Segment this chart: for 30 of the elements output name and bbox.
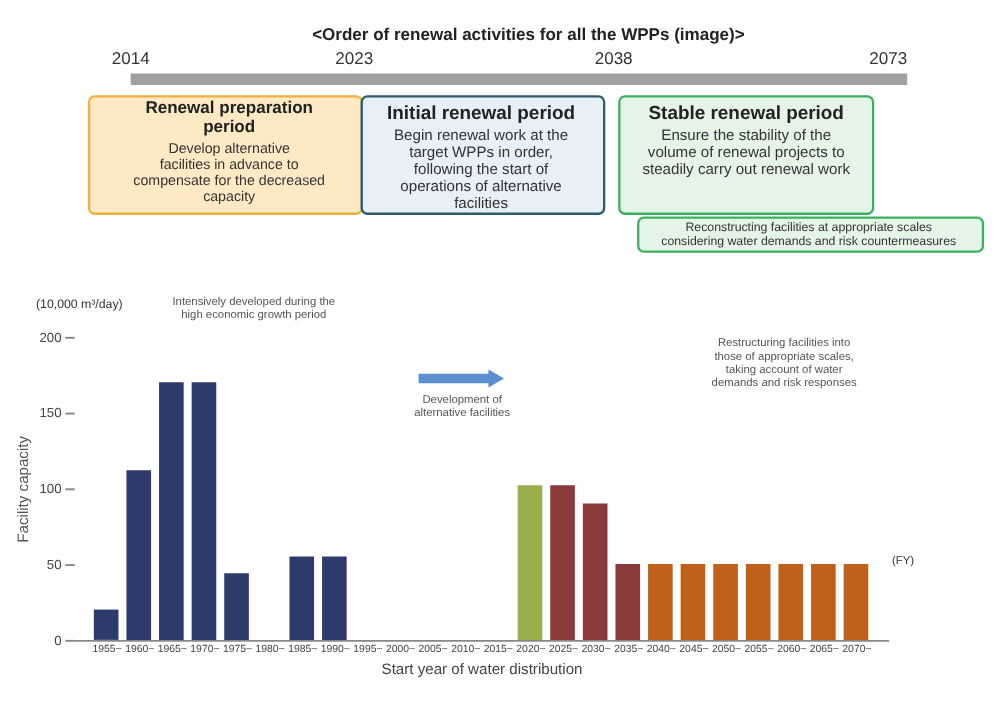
- bar: [550, 485, 575, 640]
- text: <Order of renewal activities for all the WPPs (image)>: [312, 23, 745, 44]
- bar: [191, 382, 217, 640]
- bar: [615, 564, 641, 640]
- y-axis-title: Facility capacity: [14, 435, 33, 543]
- bar: [843, 564, 869, 640]
- text: 2014: [111, 48, 151, 69]
- bar: [582, 503, 608, 640]
- text: 2073: [869, 48, 908, 69]
- bar: [322, 556, 347, 640]
- x-axis-title: Start year of water distribution: [381, 659, 583, 678]
- bar: [289, 556, 315, 640]
- text: Renewal preparation period: [145, 97, 313, 137]
- bar: [778, 564, 804, 640]
- bar: [159, 382, 184, 640]
- bar: [811, 564, 836, 640]
- text: 2038: [594, 48, 634, 69]
- bar: [745, 564, 771, 640]
- bar: [713, 564, 738, 640]
- bar: [648, 564, 673, 640]
- bar: [517, 485, 543, 640]
- bar: [93, 609, 119, 640]
- bar: [126, 470, 152, 640]
- bar: [224, 573, 249, 640]
- text: Begin renewal work at the target WPPs in order, following the start of operations of alternative facilities: [394, 125, 569, 213]
- text: 2023: [335, 48, 374, 69]
- text: Ensure the stability of the volume of renewal projects to steadily carry out renewal work: [642, 125, 851, 178]
- bar: [680, 564, 706, 640]
- text: Initial renewal period: [387, 103, 576, 126]
- text: Stable renewal period: [648, 103, 845, 126]
